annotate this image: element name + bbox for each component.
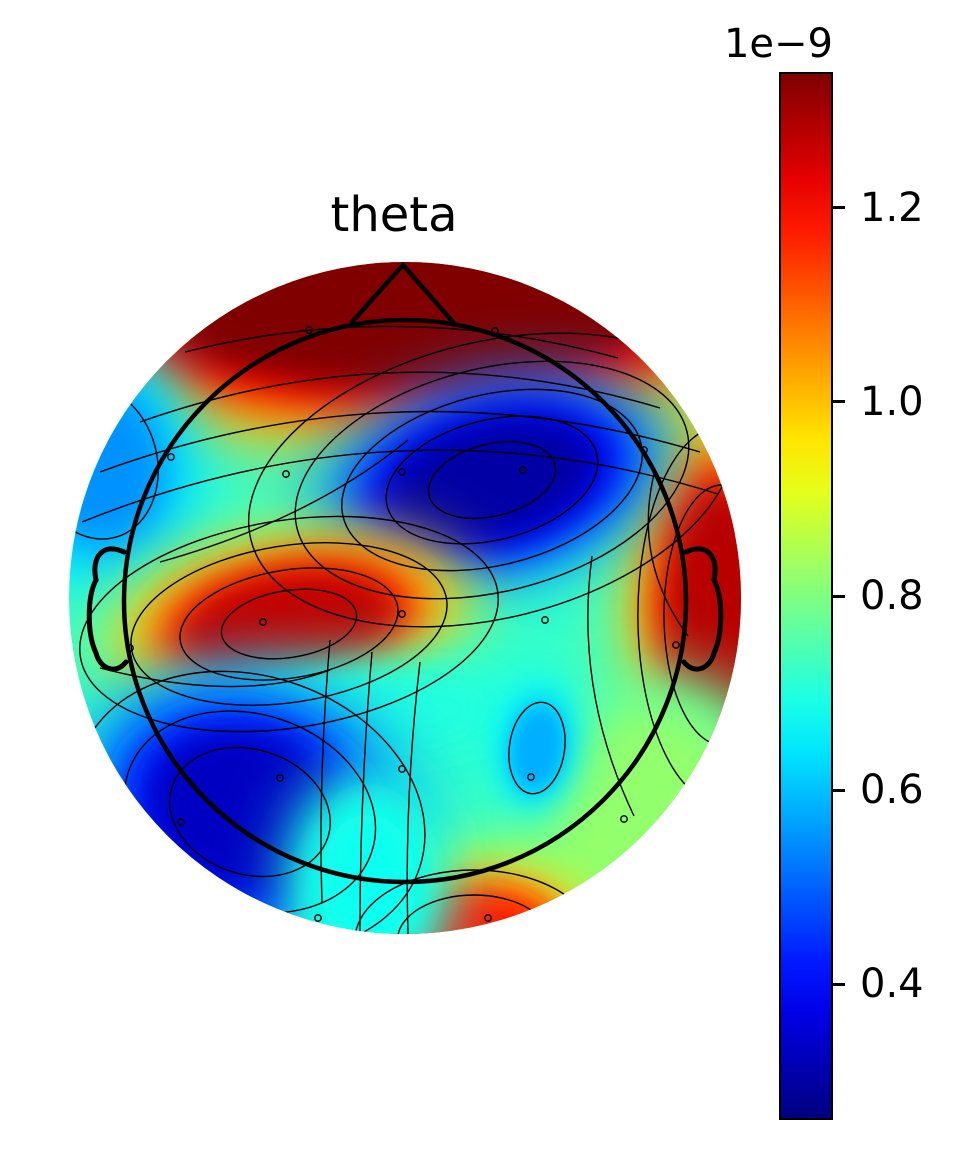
colorbar-tick-label: 0.6 <box>860 767 924 814</box>
colorbar-scale-label: 1e−9 <box>723 21 833 67</box>
contour-ring <box>427 441 557 519</box>
scalp-circle <box>121 317 689 885</box>
nose-outline <box>349 261 456 325</box>
sensor-dot <box>398 468 406 476</box>
sensor-dot <box>527 773 535 781</box>
sensor-dot <box>620 815 628 823</box>
sensor-dot <box>640 446 648 454</box>
contour-ring <box>179 567 399 681</box>
colorbar-tick-label: 0.8 <box>860 573 924 619</box>
contour-ring <box>220 588 358 660</box>
contour-ring <box>130 542 448 706</box>
sensor-dot <box>282 470 290 478</box>
field-region-occipital-valley <box>320 814 416 934</box>
contour-ring <box>385 415 599 545</box>
sensor-dot <box>541 616 549 624</box>
colorbar <box>779 72 833 1120</box>
sensor-dots <box>126 326 680 922</box>
field-region-right-frontal-cold <box>386 416 598 544</box>
colorbar-tick <box>832 206 845 210</box>
field-region-right-parietal-green <box>560 720 730 870</box>
colorbar-tick <box>832 788 845 792</box>
topomap-field <box>69 262 741 934</box>
contour-path <box>81 449 719 523</box>
colorbar-tick-label: 1.2 <box>860 184 924 231</box>
sensor-dot <box>305 326 313 334</box>
contour-path <box>359 651 373 933</box>
contour-path <box>406 661 421 934</box>
contour-ring <box>169 746 331 878</box>
sensor-dot <box>167 453 175 461</box>
colorbar-tick <box>832 594 845 598</box>
colorbar-tick-label: 1.0 <box>860 378 924 425</box>
sensor-dot <box>672 641 680 649</box>
sensor-dot <box>276 774 284 782</box>
field-region-left-central-hot <box>180 567 398 681</box>
contour-ring <box>396 894 552 934</box>
sensor-dot <box>259 618 267 626</box>
contour-path <box>99 410 701 473</box>
colorbar-tick-label: 0.4 <box>860 961 924 1008</box>
colorbar-tick <box>832 982 845 986</box>
contour-ring <box>294 360 690 600</box>
sensor-dot <box>491 327 499 335</box>
sensor-dot <box>398 610 406 618</box>
plot-title: theta <box>330 187 458 243</box>
contour-path <box>184 325 619 359</box>
contour-ring <box>508 701 566 795</box>
contour-path <box>647 469 689 637</box>
contour-path <box>159 439 409 563</box>
sensor-dot <box>314 914 322 922</box>
sensor-dot <box>519 466 527 474</box>
field-region-frontal-hot-band <box>137 262 667 388</box>
sensor-dot <box>177 818 185 826</box>
sensor-dot <box>126 644 134 652</box>
colorbar-tick <box>832 400 845 404</box>
sensor-dot <box>398 765 406 773</box>
sensor-dot <box>484 914 492 922</box>
left-ear-outline <box>86 546 129 672</box>
right-ear-outline <box>681 546 724 672</box>
head-outline <box>86 261 724 885</box>
field-region-mid-parietal-pocket <box>512 708 562 788</box>
contour-ring <box>354 869 594 934</box>
